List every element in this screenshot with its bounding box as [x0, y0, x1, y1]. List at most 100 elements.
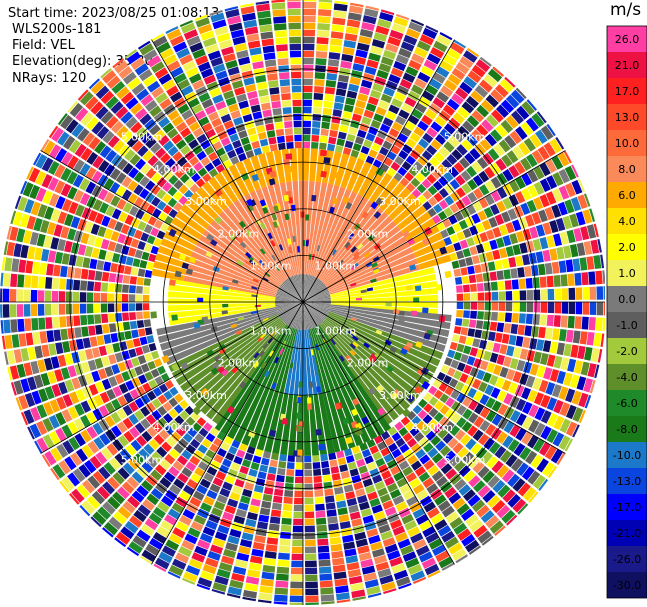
noise-gate [129, 312, 137, 321]
noise-gate [398, 150, 409, 160]
noise-gate [581, 316, 589, 330]
noise-gate [34, 247, 43, 261]
noise-gate [435, 133, 447, 145]
noise-gate [340, 527, 353, 537]
noise-gate [336, 592, 350, 601]
noise-gate [281, 517, 292, 525]
noise-gate [73, 418, 85, 432]
noise-gate [23, 304, 31, 317]
noise-gate [361, 565, 376, 575]
noise-gate [489, 239, 498, 250]
noise-gate [61, 409, 73, 423]
noise-gate [380, 447, 391, 457]
noise-gate [147, 360, 157, 371]
noise-gate [127, 247, 137, 257]
noise-gate [460, 207, 471, 219]
noise-gate [583, 241, 593, 255]
noise-gate [352, 596, 366, 601]
noise-gate [336, 81, 348, 90]
noise-gate [113, 511, 127, 525]
noise-gate [387, 426, 398, 436]
noise-gate [377, 568, 392, 578]
noise-gate [152, 531, 167, 544]
noise-gate [536, 365, 546, 378]
noise-gate [455, 554, 469, 564]
noise-gate [427, 418, 438, 430]
noise-gate [501, 333, 510, 344]
noise-gate [405, 138, 417, 149]
noise-gate [305, 588, 319, 596]
noise-gate [526, 302, 534, 313]
noise-gate [244, 452, 254, 462]
noise-gate [263, 557, 276, 566]
noise-gate [56, 396, 67, 410]
noise-gate [187, 427, 198, 438]
noise-gate [393, 16, 409, 27]
noise-gate [439, 128, 452, 140]
noise-gate [67, 327, 76, 340]
noise-gate [172, 460, 184, 472]
noise-gate [380, 530, 394, 541]
noise-gate [305, 574, 318, 582]
noise-gate [10, 319, 18, 333]
noise-gate [73, 315, 81, 327]
noise-gate [549, 138, 562, 154]
noise-gate [350, 149, 360, 158]
noise-gate [403, 449, 414, 460]
noise-gate [108, 272, 117, 283]
noise-gate [199, 478, 211, 489]
noise-gate [36, 233, 46, 247]
noise-gate [29, 231, 39, 246]
noise-gate [546, 354, 556, 367]
noise-gate [471, 64, 486, 78]
noise-gate [78, 350, 87, 362]
noise-gate [155, 482, 168, 494]
noise-gate [355, 488, 366, 497]
noise-gate [24, 274, 32, 288]
noise-gate [488, 374, 499, 386]
noise-gate [325, 79, 337, 88]
noise-gate [427, 185, 438, 196]
noise-gate [437, 210, 448, 221]
noise-gate [524, 450, 538, 465]
noise-gate [278, 552, 290, 560]
noise-gate [64, 379, 75, 393]
noise-gate [164, 514, 178, 526]
noise-gate [515, 427, 527, 441]
noise-gate [521, 387, 532, 400]
noise-gate [391, 98, 403, 109]
colorbar-tick-label: -21.0 [613, 527, 641, 540]
noise-gate [294, 490, 303, 498]
noise-gate [95, 381, 105, 393]
noise-gate [316, 44, 328, 52]
noise-gate [402, 551, 417, 562]
noise-gate [112, 471, 125, 485]
noise-gate [485, 341, 494, 352]
noise-gate [413, 144, 425, 155]
noise-gate [466, 165, 477, 178]
noise-gate [467, 179, 478, 191]
noise-gate [521, 101, 535, 116]
noise-gate [458, 483, 472, 496]
noise-gate [555, 217, 566, 232]
noise-gate [368, 149, 378, 159]
noise-gate [322, 107, 333, 116]
noise-gate [167, 571, 181, 579]
noise-gate [398, 109, 410, 120]
noise-gate [327, 66, 339, 74]
noise-gate [525, 375, 536, 388]
noise-gate [135, 385, 146, 397]
noise-gate [378, 464, 389, 474]
noise-gate [556, 246, 565, 260]
noise-gate [530, 264, 539, 277]
noise-gate [468, 545, 482, 555]
noise-gate [162, 401, 173, 412]
noise-gate [494, 525, 506, 536]
noise-gate [167, 508, 181, 520]
noise-gate [143, 443, 155, 455]
noise-gate [468, 475, 481, 488]
noise-gate [539, 178, 551, 192]
noise-gate [474, 329, 482, 339]
colorbar-tick-label: -30.0 [613, 579, 641, 592]
